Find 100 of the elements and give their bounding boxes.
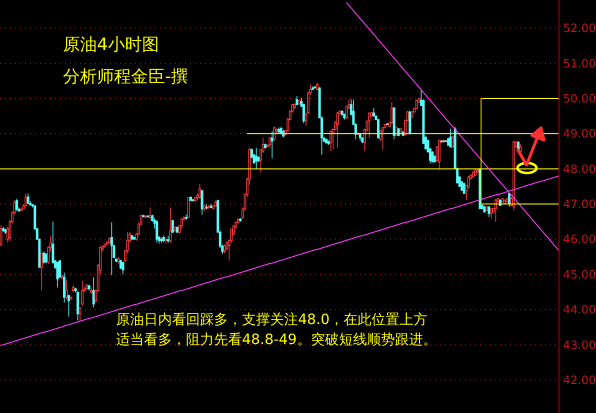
y-tick-label: 52.00: [563, 21, 596, 36]
candlestick: [92, 276, 95, 308]
candlestick: [474, 169, 477, 176]
candlestick: [146, 214, 150, 218]
candlestick: [298, 100, 300, 106]
candlestick: [483, 206, 486, 213]
candlestick: [494, 198, 497, 222]
candlestick: [431, 150, 434, 163]
candlestick: [372, 108, 375, 116]
candlestick: [390, 102, 394, 124]
candlestick: [194, 196, 197, 202]
candlestick: [110, 222, 113, 276]
candlestick: [361, 136, 364, 144]
candlestick: [488, 206, 490, 218]
candlestick: [316, 82, 319, 92]
candlestick: [169, 207, 172, 244]
candlestick: [358, 132, 362, 142]
candlestick: [86, 283, 88, 291]
candlestick: [164, 237, 168, 244]
candlestick: [340, 110, 344, 116]
candlestick: [106, 241, 108, 246]
candlestick: [187, 196, 190, 219]
candlestick: [185, 214, 188, 220]
candlestick: [508, 192, 511, 208]
candlestick: [162, 235, 165, 242]
candlestick: [78, 307, 82, 321]
candlestick: [117, 256, 120, 264]
candlestick: [104, 243, 106, 248]
candlestick: [40, 252, 43, 291]
candlestick: [142, 214, 145, 218]
candlestick: [174, 226, 176, 233]
candlestick: [408, 110, 412, 135]
candlestick: [88, 284, 90, 291]
candlestick: [42, 251, 46, 264]
candlestick: [410, 110, 414, 118]
candlestick: [490, 208, 492, 219]
candlestick: [327, 140, 330, 146]
y-tick-label: 45.00: [563, 267, 596, 282]
candlestick: [434, 155, 436, 163]
candlestick: [26, 193, 30, 204]
candlestick: [166, 235, 170, 244]
candlestick: [70, 296, 72, 300]
candlestick: [512, 140, 516, 211]
candlestick: [63, 272, 66, 303]
text: 原油4小时图: [63, 35, 159, 55]
candlestick: [442, 139, 446, 142]
candlestick: [382, 127, 384, 150]
candlestick: [440, 140, 443, 143]
candlestick: [72, 284, 75, 292]
candlestick: [205, 204, 208, 210]
candlestick: [268, 136, 272, 148]
candlestick: [60, 274, 64, 280]
candlestick: [148, 207, 152, 220]
candlestick: [144, 214, 147, 219]
candlestick: [449, 128, 452, 148]
candlestick: [343, 113, 346, 120]
candlestick: [452, 136, 454, 148]
candlestick: [264, 143, 267, 149]
candlestick: [386, 122, 389, 126]
candlestick: [314, 86, 316, 90]
candlestick: [312, 86, 314, 90]
candlestick: [472, 170, 474, 178]
candlestick: [200, 190, 204, 215]
candlestick: [336, 111, 339, 148]
y-tick-label: 50.00: [563, 92, 596, 106]
candlestick: [198, 184, 202, 200]
candlestick: [4, 228, 7, 234]
candlestick: [273, 126, 276, 142]
candlestick: [203, 204, 206, 212]
y-tick-label: 46.00: [563, 232, 596, 246]
candlestick: [122, 261, 124, 275]
candlestick: [255, 147, 258, 170]
candlestick: [68, 294, 70, 318]
candlestick: [377, 118, 380, 140]
candlestick: [108, 237, 111, 244]
y-tick-label: 42.00: [563, 372, 596, 387]
candlestick: [81, 280, 84, 306]
candlestick: [130, 234, 134, 240]
y-tick-label: 49.00: [563, 126, 596, 141]
candlestick: [208, 204, 210, 210]
candlestick: [330, 130, 332, 152]
candlestick: [392, 106, 396, 140]
candlestick: [24, 193, 28, 207]
candlestick: [462, 182, 466, 194]
candlestick: [156, 219, 158, 244]
candlestick: [171, 219, 174, 234]
annotation: 适当看多，阻力先看48.8-49。突破短线顺势跟进。: [116, 332, 437, 348]
y-tick-label: 43.00: [563, 338, 596, 352]
candlestick: [214, 200, 217, 207]
candlestick: [160, 237, 163, 244]
candlestick: [519, 144, 522, 152]
y-tick-label: 51.00: [563, 56, 596, 70]
candlestick: [2, 226, 5, 233]
candlestick: [65, 279, 68, 300]
candlestick: [270, 130, 274, 159]
annotation: 原油日内看回踩多，支撑关注48.0，在此位置上方: [116, 312, 428, 328]
candlestick: [76, 290, 80, 321]
candlestick: [90, 288, 93, 294]
candlestick: [501, 198, 504, 204]
y-tick-label: 47.00: [563, 197, 596, 212]
